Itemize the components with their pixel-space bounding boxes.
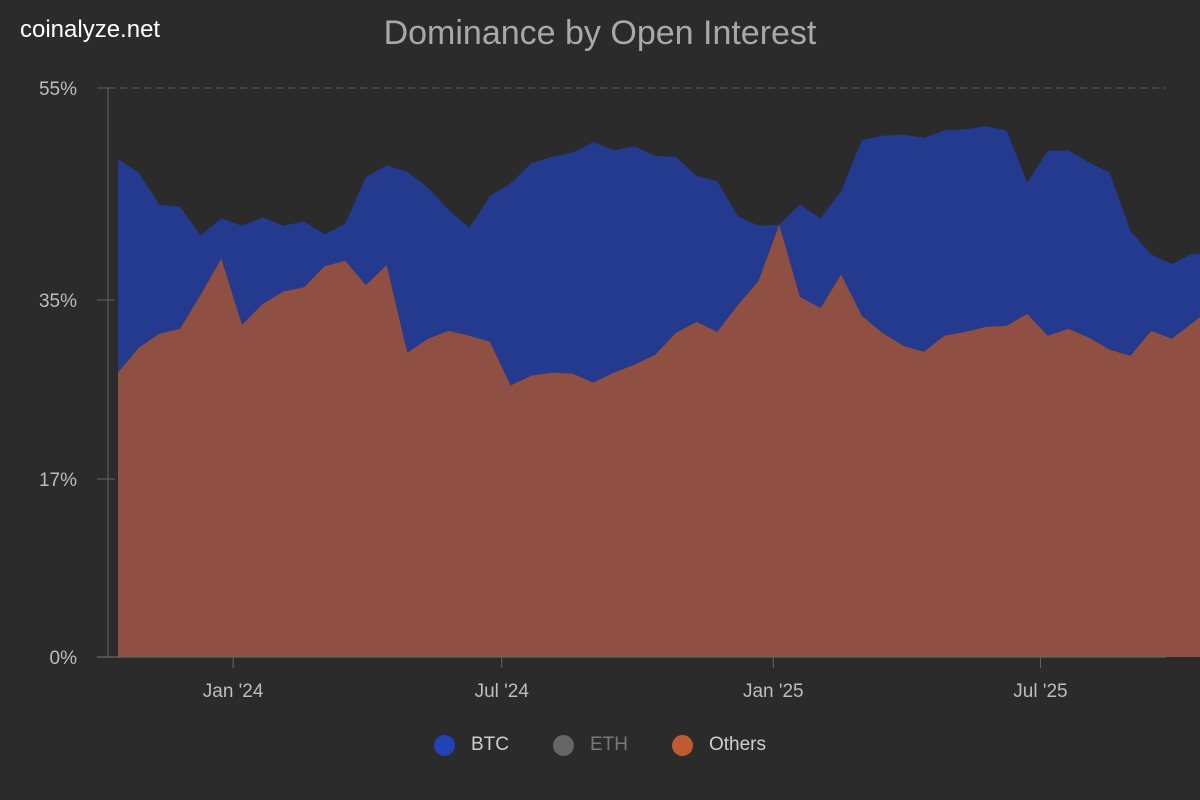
x-tick-label: Jan '25 bbox=[743, 681, 804, 702]
y-tick-label: 35% bbox=[39, 291, 77, 312]
btc-area bbox=[118, 126, 1200, 386]
x-tick-label: Jul '25 bbox=[1013, 681, 1067, 702]
y-tick-label: 55% bbox=[39, 79, 77, 100]
legend-swatch-icon bbox=[552, 734, 574, 756]
chart-legend: BTC ETH Others bbox=[0, 734, 1200, 756]
y-tick-label: 0% bbox=[50, 648, 78, 669]
x-tick-label: Jan '24 bbox=[203, 681, 264, 702]
legend-swatch-icon bbox=[671, 734, 693, 756]
others-area bbox=[118, 224, 1200, 657]
series-layer bbox=[118, 126, 1200, 657]
brand-logo-text[interactable]: coinalyze.net bbox=[20, 16, 161, 43]
legend-swatch-icon bbox=[433, 734, 455, 756]
legend-label: BTC bbox=[470, 734, 509, 755]
chart-title: Dominance by Open Interest bbox=[383, 14, 817, 52]
y-tick-label: 17% bbox=[39, 470, 77, 491]
legend-label: ETH bbox=[589, 734, 628, 755]
legend-label: Others bbox=[708, 734, 767, 755]
x-tick-label: Jul '24 bbox=[475, 681, 530, 702]
legend-item-eth[interactable]: ETH bbox=[552, 734, 628, 756]
legend-item-others[interactable]: Others bbox=[671, 734, 767, 756]
axis-layer: 55% 35% 17% 0% Jan '24 Jul '24 Jan '25 Jul '25 bbox=[39, 79, 1166, 702]
legend-item-btc[interactable]: BTC bbox=[433, 734, 509, 756]
